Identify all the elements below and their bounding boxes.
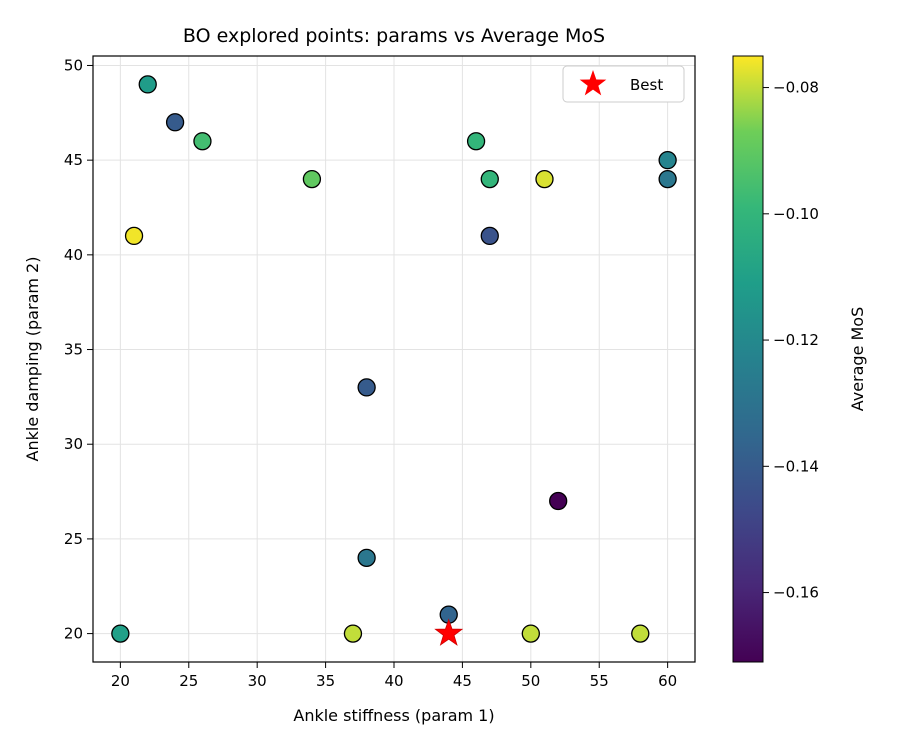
data-point	[357, 378, 376, 397]
data-point	[343, 624, 363, 643]
data-point	[631, 624, 650, 643]
colorbar-tick-label: −0.10	[773, 205, 819, 223]
y-tick-label: 25	[64, 530, 83, 548]
data-point	[535, 169, 554, 189]
data-point	[466, 132, 486, 151]
x-tick-label: 30	[248, 672, 267, 690]
colorbar-label: Average MoS	[848, 307, 867, 412]
x-tick-label: 25	[179, 672, 198, 690]
chart-title: BO explored points: params vs Average Mo…	[183, 25, 605, 47]
colorbar-ticks: −0.08 −0.10 −0.12 −0.14 −0.16	[763, 79, 819, 602]
legend-star-icon	[579, 70, 607, 96]
colorbar: −0.08 −0.10 −0.12 −0.14 −0.16 Average MoS	[732, 55, 867, 663]
x-tick-label: 35	[316, 672, 335, 690]
x-axis-label: Ankle stiffness (param 1)	[293, 706, 494, 725]
data-point	[302, 169, 322, 189]
legend: Best	[562, 65, 685, 103]
data-point	[111, 624, 130, 643]
data-point	[165, 113, 185, 132]
best-point-star	[434, 618, 464, 646]
x-tick-label: 50	[521, 672, 540, 690]
plot-area: 20 25 30 35 40 45 50 55 60 20 25 30 35 40 45 50	[64, 55, 696, 690]
data-point	[124, 226, 144, 246]
data-point	[658, 169, 677, 189]
x-tick-label: 55	[590, 672, 609, 690]
colorbar-tick-label: −0.16	[773, 584, 819, 602]
y-tick-label: 50	[64, 56, 83, 74]
y-tick-label: 35	[64, 341, 83, 359]
plot-frame	[92, 55, 696, 663]
y-axis-ticks: 20 25 30 35 40 45 50	[64, 56, 93, 643]
y-axis-label: Ankle damping (param 2)	[23, 257, 42, 462]
data-point	[357, 548, 376, 567]
best-marker-group	[434, 618, 464, 646]
x-tick-label: 20	[111, 672, 130, 690]
colorbar-tick-label: −0.12	[773, 331, 819, 349]
colorbar-tick-label: −0.14	[773, 457, 819, 475]
colorbar-tick-label: −0.08	[773, 79, 819, 97]
x-tick-label: 60	[658, 672, 677, 690]
y-tick-label: 40	[64, 246, 83, 264]
data-point	[193, 132, 212, 151]
y-tick-label: 30	[64, 435, 83, 453]
x-tick-label: 45	[453, 672, 472, 690]
colorbar-gradient	[732, 55, 764, 663]
legend-box	[562, 65, 685, 103]
y-tick-label: 45	[64, 151, 83, 169]
data-point	[521, 624, 540, 643]
data-point	[480, 226, 499, 246]
x-axis-ticks: 20 25 30 35 40 45 50 55 60	[111, 662, 677, 690]
data-point	[480, 169, 499, 189]
x-tick-label: 40	[384, 672, 403, 690]
data-point	[138, 75, 157, 94]
data-points	[111, 75, 677, 643]
legend-label-best: Best	[630, 76, 663, 94]
y-tick-label: 20	[64, 625, 83, 643]
data-point	[658, 151, 677, 170]
data-point	[549, 491, 568, 511]
